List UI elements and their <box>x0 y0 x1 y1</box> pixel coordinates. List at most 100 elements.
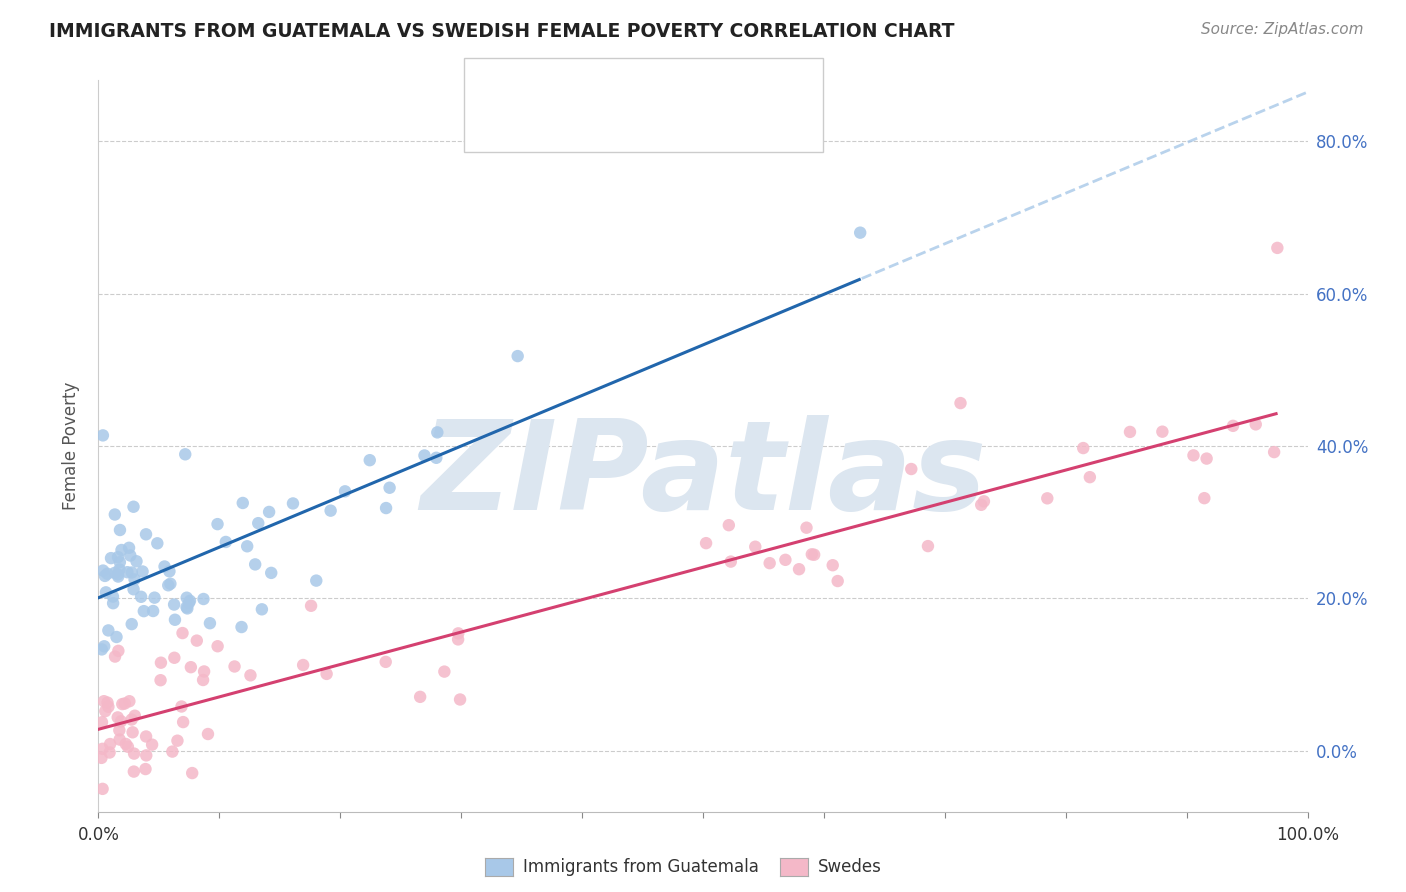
Point <box>1152 425 1174 439</box>
Point <box>215 535 238 549</box>
Point <box>122 764 145 779</box>
Point <box>122 582 145 597</box>
Point <box>110 714 132 729</box>
Point <box>118 694 141 708</box>
Point <box>108 723 131 738</box>
Point <box>1194 491 1216 505</box>
Point <box>121 725 143 739</box>
Point <box>110 543 132 558</box>
Point <box>94 585 117 599</box>
Point <box>149 656 172 670</box>
Point <box>224 659 246 673</box>
Point <box>506 349 529 363</box>
Point <box>425 450 447 465</box>
Point <box>143 591 166 605</box>
Point <box>449 692 471 706</box>
Point <box>1222 418 1244 433</box>
Point <box>91 428 114 442</box>
Point <box>107 569 129 583</box>
Point <box>260 566 283 580</box>
Text: 0.498: 0.498 <box>562 78 620 96</box>
Point <box>180 660 202 674</box>
Point <box>172 626 194 640</box>
Point <box>142 604 165 618</box>
Point <box>193 665 215 679</box>
Y-axis label: Female Poverty: Female Poverty <box>62 382 80 510</box>
Point <box>121 617 143 632</box>
Point <box>375 501 398 516</box>
Point <box>179 594 201 608</box>
Point <box>247 516 270 531</box>
Text: ZIPatlas: ZIPatlas <box>420 415 986 536</box>
Point <box>447 632 470 647</box>
Point <box>125 554 148 568</box>
Point <box>96 696 118 710</box>
Point <box>100 551 122 566</box>
Point <box>174 447 197 461</box>
Point <box>157 578 180 592</box>
Point <box>319 503 342 517</box>
Point <box>333 484 356 499</box>
Point <box>118 541 141 555</box>
Text: Source: ZipAtlas.com: Source: ZipAtlas.com <box>1201 22 1364 37</box>
Point <box>447 626 470 640</box>
Point <box>108 555 131 569</box>
Point <box>1036 491 1059 506</box>
Point <box>104 508 127 522</box>
Point <box>91 741 114 756</box>
Point <box>257 505 280 519</box>
Point <box>90 751 112 765</box>
Point <box>1071 441 1094 455</box>
Point <box>1244 417 1267 432</box>
Point <box>163 613 186 627</box>
Point <box>1078 470 1101 484</box>
Point <box>135 730 157 744</box>
Point <box>124 573 146 587</box>
Point <box>409 690 432 704</box>
Point <box>105 630 128 644</box>
Text: 73: 73 <box>679 78 704 96</box>
Point <box>120 549 142 563</box>
Point <box>176 600 198 615</box>
Point <box>108 523 131 537</box>
Point <box>949 396 972 410</box>
Point <box>292 658 315 673</box>
Point <box>827 574 849 588</box>
Text: 0.507: 0.507 <box>562 115 619 133</box>
Point <box>91 715 114 730</box>
Point <box>91 564 114 578</box>
Text: Swedes: Swedes <box>818 858 882 876</box>
Point <box>97 699 120 714</box>
Point <box>107 567 129 582</box>
Point <box>108 732 131 747</box>
Point <box>243 558 266 572</box>
Point <box>135 527 157 541</box>
Text: R =: R = <box>524 78 564 96</box>
Point <box>849 226 872 240</box>
Point <box>134 762 156 776</box>
Point <box>159 565 181 579</box>
Point <box>94 569 117 583</box>
Point <box>96 566 118 581</box>
Point <box>305 574 328 588</box>
Point <box>121 566 143 580</box>
Point <box>117 739 139 754</box>
Point <box>141 738 163 752</box>
Point <box>378 481 401 495</box>
Point <box>135 748 157 763</box>
Point <box>107 644 129 658</box>
Point <box>250 602 273 616</box>
Point <box>90 642 112 657</box>
Point <box>131 565 153 579</box>
Point <box>973 494 995 508</box>
Point <box>236 539 259 553</box>
Point <box>122 500 145 514</box>
Point <box>193 592 215 607</box>
Point <box>315 667 337 681</box>
Point <box>232 496 254 510</box>
Point <box>720 555 742 569</box>
Text: R =: R = <box>524 115 564 133</box>
Point <box>374 655 396 669</box>
Point <box>207 639 229 653</box>
Point <box>1267 241 1289 255</box>
